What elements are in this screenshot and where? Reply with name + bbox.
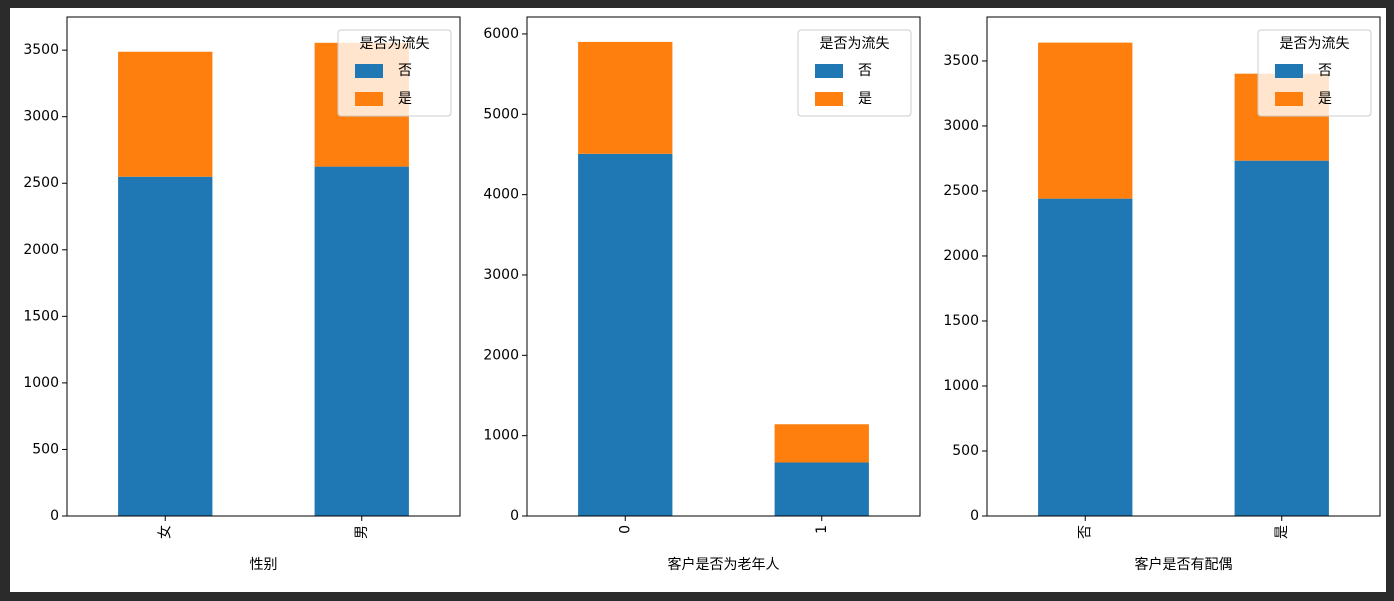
- y-tick-label: 3000: [943, 118, 979, 134]
- y-tick-label: 1000: [943, 378, 979, 394]
- y-tick-label: 2000: [943, 248, 979, 264]
- axes-frame: [66, 16, 461, 517]
- x-tick-label: 男: [354, 525, 370, 539]
- bar-segment: [1038, 198, 1133, 516]
- y-tick-label: 3500: [943, 53, 979, 69]
- y-tick-label: 2500: [943, 183, 979, 199]
- y-tick-label: 500: [952, 443, 979, 459]
- bar-segment: [314, 166, 409, 517]
- bar-segment: [578, 153, 673, 516]
- legend-title: 是否为流失: [1280, 36, 1350, 52]
- y-tick-label: 3000: [23, 109, 59, 125]
- x-axis-label: 客户是否有配偶: [1135, 556, 1233, 573]
- y-tick-label: 2500: [23, 175, 59, 191]
- y-tick-label: 500: [32, 441, 59, 457]
- axes-frame: [986, 16, 1381, 517]
- bar-segment: [1038, 42, 1133, 199]
- legend-title: 是否为流失: [360, 36, 430, 52]
- bar-segment: [578, 41, 673, 154]
- legend-label: 否: [858, 63, 872, 79]
- legend-label: 是: [398, 91, 412, 107]
- y-tick-label: 6000: [483, 26, 519, 42]
- y-tick-label: 2000: [483, 347, 519, 363]
- legend-label: 是: [858, 91, 872, 107]
- legend-label: 否: [398, 63, 412, 79]
- y-tick-label: 2000: [23, 242, 59, 258]
- y-tick-label: 3000: [483, 267, 519, 283]
- x-axis-label: 性别: [250, 557, 278, 573]
- x-tick-label: 女: [156, 525, 173, 539]
- bar-segment: [1234, 160, 1329, 516]
- legend-title: 是否为流失: [820, 36, 890, 52]
- legend-swatch: [815, 64, 843, 78]
- bar-segment: [774, 462, 869, 516]
- figure-background: [10, 8, 1386, 592]
- x-axis-label: 客户是否为老年人: [668, 556, 780, 573]
- y-tick-label: 5000: [483, 106, 519, 122]
- legend-label: 是: [1318, 91, 1332, 107]
- legend-swatch: [1275, 64, 1303, 78]
- axes-frame: [526, 16, 921, 517]
- legend-swatch: [1275, 92, 1303, 106]
- x-tick-label: 1: [814, 525, 830, 534]
- y-tick-label: 3500: [23, 42, 59, 58]
- legend-swatch: [815, 92, 843, 106]
- x-tick-label: 否: [1077, 525, 1093, 539]
- x-tick-label: 是: [1274, 525, 1290, 539]
- bar-segment: [774, 424, 869, 463]
- x-tick-label: 0: [617, 525, 633, 534]
- y-tick-label: 4000: [483, 187, 519, 203]
- bar-segment: [118, 51, 213, 177]
- bar-segment: [118, 176, 213, 516]
- y-tick-label: 1000: [23, 375, 59, 391]
- legend-swatch: [355, 92, 383, 106]
- legend-label: 否: [1318, 63, 1332, 79]
- y-tick-label: 0: [510, 508, 519, 524]
- y-tick-label: 0: [50, 508, 59, 524]
- legend-swatch: [355, 64, 383, 78]
- y-tick-label: 0: [970, 508, 979, 524]
- y-tick-label: 1000: [483, 428, 519, 444]
- y-tick-label: 1500: [943, 313, 979, 329]
- y-tick-label: 1500: [23, 308, 59, 324]
